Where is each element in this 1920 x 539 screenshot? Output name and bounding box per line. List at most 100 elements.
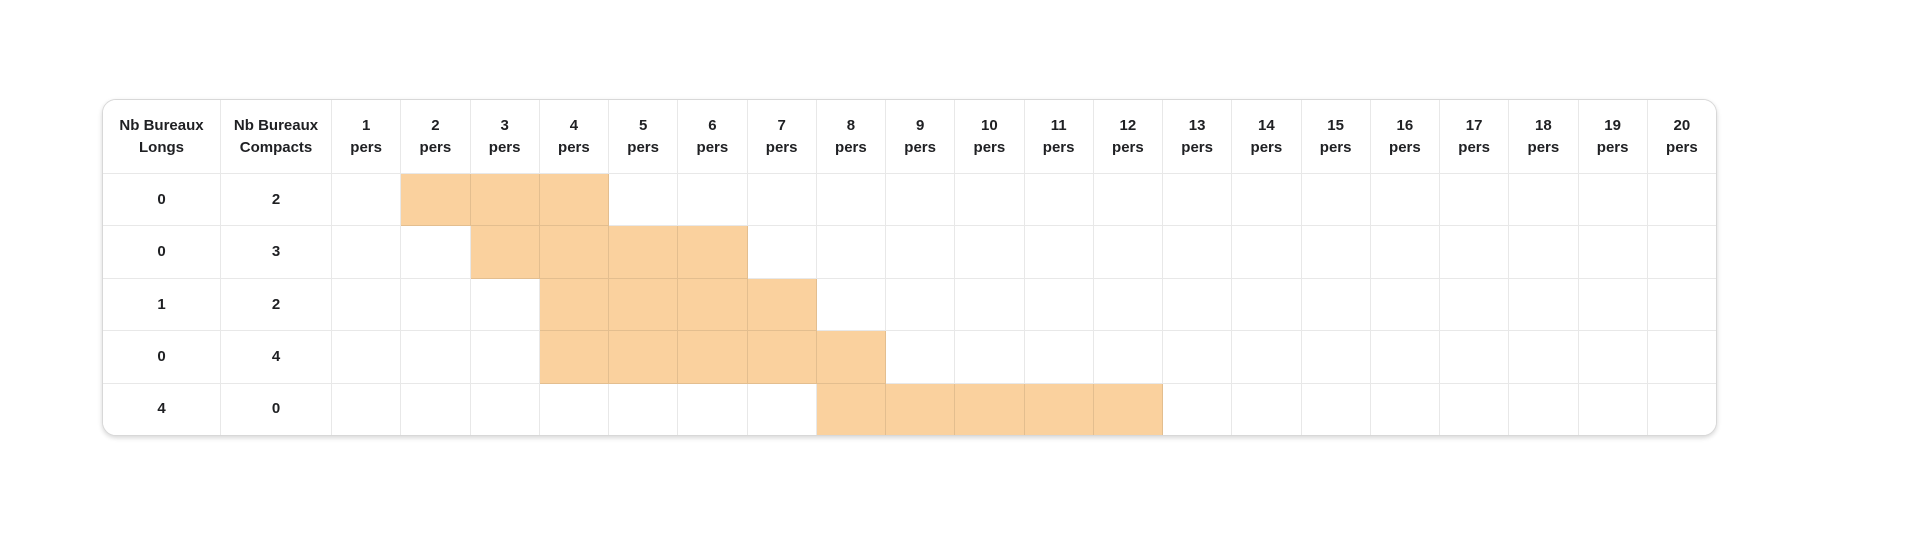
capacity-cell — [678, 174, 748, 227]
capacity-cell-highlighted — [539, 174, 609, 227]
capacity-cell — [401, 226, 471, 279]
pers-unit-label: pers — [973, 138, 1006, 156]
capacity-cell-highlighted — [678, 331, 748, 384]
capacity-cell — [332, 331, 402, 384]
compacts-value: 2 — [271, 295, 281, 313]
capacity-cell — [955, 174, 1025, 227]
capacity-cell — [955, 331, 1025, 384]
col-header-pers-19: 19 pers — [1578, 100, 1648, 174]
capacity-cell — [816, 226, 886, 279]
capacity-cell — [470, 278, 540, 332]
longs-value-cell: 0 — [103, 174, 221, 227]
capacity-cell-highlighted — [539, 226, 609, 279]
pers-unit-label: pers — [1250, 138, 1283, 156]
capacity-cell — [401, 331, 471, 384]
col-header-pers-15: 15 pers — [1301, 100, 1371, 174]
capacity-cell-highlighted — [401, 174, 471, 227]
capacity-cell — [1093, 278, 1163, 332]
capacity-cell — [955, 226, 1025, 279]
col-header-pers-1: 1 pers — [332, 100, 402, 174]
capacity-cell — [1024, 278, 1094, 332]
capacity-cell — [401, 383, 471, 435]
capacity-cell — [1509, 174, 1579, 227]
pers-unit-label: pers — [350, 138, 382, 156]
longs-value-cell: 1 — [103, 278, 221, 332]
pers-unit-label: pers — [696, 138, 729, 156]
capacity-cell — [1647, 331, 1716, 384]
pers-count-label: 3 — [500, 116, 509, 134]
pers-unit-label: pers — [1666, 138, 1698, 156]
pers-unit-label: pers — [1389, 138, 1421, 156]
col-header-pers-17: 17 pers — [1440, 100, 1510, 174]
capacity-cell — [1578, 226, 1648, 279]
capacity-cell — [1301, 383, 1371, 435]
pers-count-label: 13 — [1188, 116, 1206, 134]
longs-value: 0 — [157, 190, 166, 208]
pers-unit-label: pers — [627, 138, 659, 156]
col-header-line1: Nb Bureaux — [119, 116, 204, 134]
capacity-cell — [1370, 174, 1440, 227]
col-header-line2: Longs — [139, 138, 184, 156]
capacity-cell-highlighted — [609, 226, 679, 279]
capacity-cell — [678, 383, 748, 435]
pers-count-label: 16 — [1396, 116, 1414, 134]
col-header-pers-6: 6 pers — [678, 100, 748, 174]
compacts-value: 0 — [271, 400, 281, 418]
capacity-cell — [1509, 383, 1579, 435]
capacity-cell-highlighted — [747, 331, 817, 384]
capacity-cell — [1163, 278, 1233, 332]
capacity-cell — [1370, 278, 1440, 332]
capacity-cell-highlighted — [609, 278, 679, 332]
compacts-value-cell: 2 — [221, 278, 332, 332]
capacity-cell-highlighted — [816, 383, 886, 435]
capacity-cell — [1024, 331, 1094, 384]
col-header-pers-11: 11 pers — [1024, 100, 1094, 174]
capacity-cell — [886, 278, 956, 332]
longs-value: 4 — [157, 400, 166, 418]
capacity-cell — [1301, 226, 1371, 279]
col-header-pers-9: 9 pers — [886, 100, 956, 174]
pers-unit-label: pers — [765, 138, 798, 156]
compacts-value-cell: 4 — [221, 331, 332, 384]
pers-count-label: 7 — [777, 116, 786, 134]
pers-count-label: 14 — [1258, 116, 1275, 134]
capacity-cell — [332, 174, 402, 227]
col-header-pers-12: 12 pers — [1093, 100, 1163, 174]
capacity-cell — [1647, 278, 1716, 332]
compacts-value-cell: 0 — [221, 383, 332, 435]
capacity-cell — [1647, 174, 1716, 227]
capacity-cell — [1440, 174, 1510, 227]
capacity-cell — [1163, 174, 1233, 227]
col-header-pers-20: 20 pers — [1647, 100, 1716, 174]
compacts-value-cell: 3 — [221, 226, 332, 279]
capacity-cell — [816, 278, 886, 332]
capacity-cell — [609, 383, 679, 435]
pers-count-label: 1 — [361, 116, 371, 134]
col-header-longs: Nb Bureaux Longs — [103, 100, 221, 174]
capacity-cell — [955, 278, 1025, 332]
capacity-cell-highlighted — [539, 331, 609, 384]
capacity-cell — [1093, 174, 1163, 227]
col-header-pers-4: 4 pers — [539, 100, 609, 174]
capacity-cell — [470, 331, 540, 384]
capacity-cell — [1370, 226, 1440, 279]
capacity-cell-highlighted — [678, 278, 748, 332]
capacity-cell — [1232, 226, 1302, 279]
pers-count-label: 9 — [915, 116, 925, 134]
col-header-pers-8: 8 pers — [816, 100, 886, 174]
capacity-cell-highlighted — [470, 174, 540, 227]
capacity-cell — [1232, 383, 1302, 435]
col-header-pers-18: 18 pers — [1509, 100, 1579, 174]
capacity-cell — [1093, 226, 1163, 279]
capacity-cell — [332, 383, 402, 435]
capacity-cell-highlighted — [886, 383, 956, 435]
pers-count-label: 17 — [1465, 116, 1483, 134]
capacity-cell-highlighted — [678, 226, 748, 279]
pers-count-label: 6 — [708, 116, 717, 134]
capacity-cell — [747, 383, 817, 435]
col-header-pers-3: 3 pers — [470, 100, 540, 174]
capacity-cell — [1440, 331, 1510, 384]
col-header-pers-7: 7 pers — [747, 100, 817, 174]
